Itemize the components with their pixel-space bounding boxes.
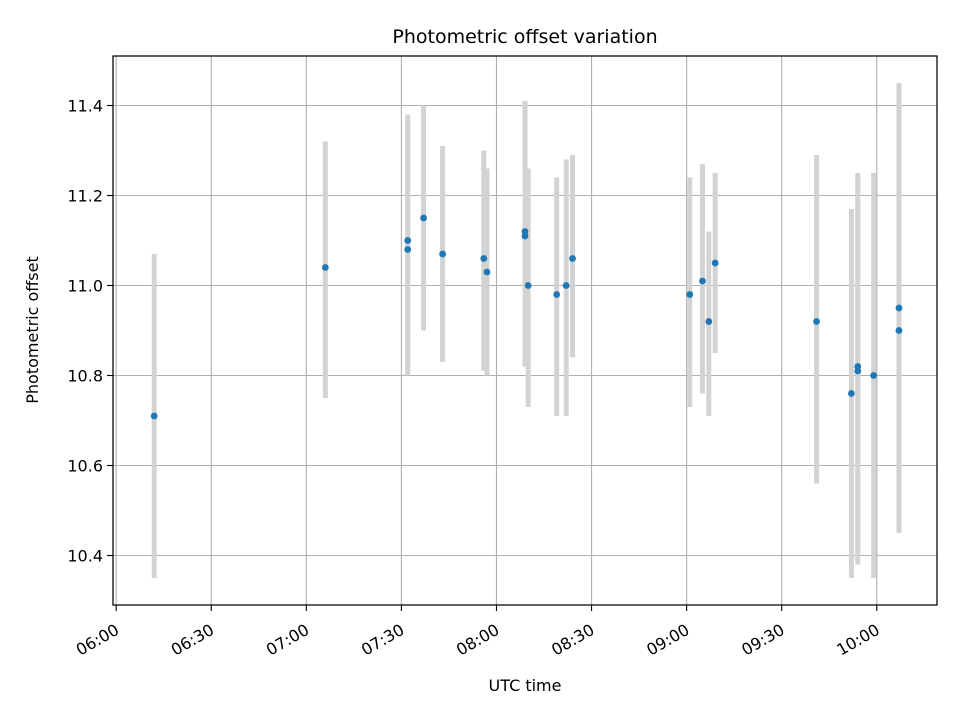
y-tick-label: 10.8 — [67, 367, 103, 386]
y-axis-label: Photometric offset — [23, 256, 42, 404]
data-point — [569, 255, 576, 262]
x-axis-ticks: 06:00 06:30 07:00 07:30 08:00 08:30 09:00 09:30… — [73, 605, 883, 660]
y-axis-ticks: 10.4 10.6 10.8 11.0 11.2 11.4 — [67, 97, 113, 566]
data-points — [150, 214, 903, 420]
data-point — [480, 255, 488, 262]
data-point — [404, 246, 412, 253]
y-tick-label: 10.4 — [67, 547, 103, 566]
data-point — [705, 318, 713, 325]
error-bars — [151, 83, 902, 578]
data-point — [686, 291, 694, 298]
x-tick-label: 10:00 — [833, 620, 882, 660]
data-point — [420, 214, 427, 222]
chart-title: Photometric offset variation — [392, 26, 657, 48]
data-point — [895, 327, 903, 334]
data-point — [562, 282, 570, 289]
data-point — [854, 363, 862, 370]
x-tick-label: 08:30 — [548, 620, 597, 660]
x-tick-label: 07:00 — [263, 620, 312, 660]
x-tick-label: 09:30 — [738, 620, 787, 660]
data-point — [699, 277, 706, 285]
data-point — [483, 268, 491, 276]
x-tick-label: 08:00 — [453, 620, 502, 660]
data-point — [404, 237, 412, 244]
data-point — [711, 259, 719, 267]
y-tick-label: 11.4 — [67, 97, 103, 116]
data-point — [848, 390, 855, 397]
x-tick-label: 06:30 — [168, 620, 217, 660]
data-point — [813, 318, 820, 325]
data-point — [521, 232, 529, 240]
x-tick-label: 07:30 — [358, 620, 407, 660]
y-tick-label: 11.0 — [67, 277, 103, 296]
x-axis-label: UTC time — [489, 676, 562, 695]
plot-frame — [112, 55, 938, 606]
data-point — [439, 250, 446, 258]
data-point — [895, 304, 903, 312]
data-point — [150, 412, 158, 420]
data-point — [553, 291, 561, 298]
x-tick-label: 06:00 — [73, 620, 122, 660]
data-point — [321, 264, 329, 271]
y-tick-label: 11.2 — [67, 187, 103, 206]
data-point — [524, 282, 532, 289]
y-tick-label: 10.6 — [67, 457, 103, 476]
x-tick-label: 09:00 — [643, 620, 692, 660]
data-point — [870, 372, 878, 379]
